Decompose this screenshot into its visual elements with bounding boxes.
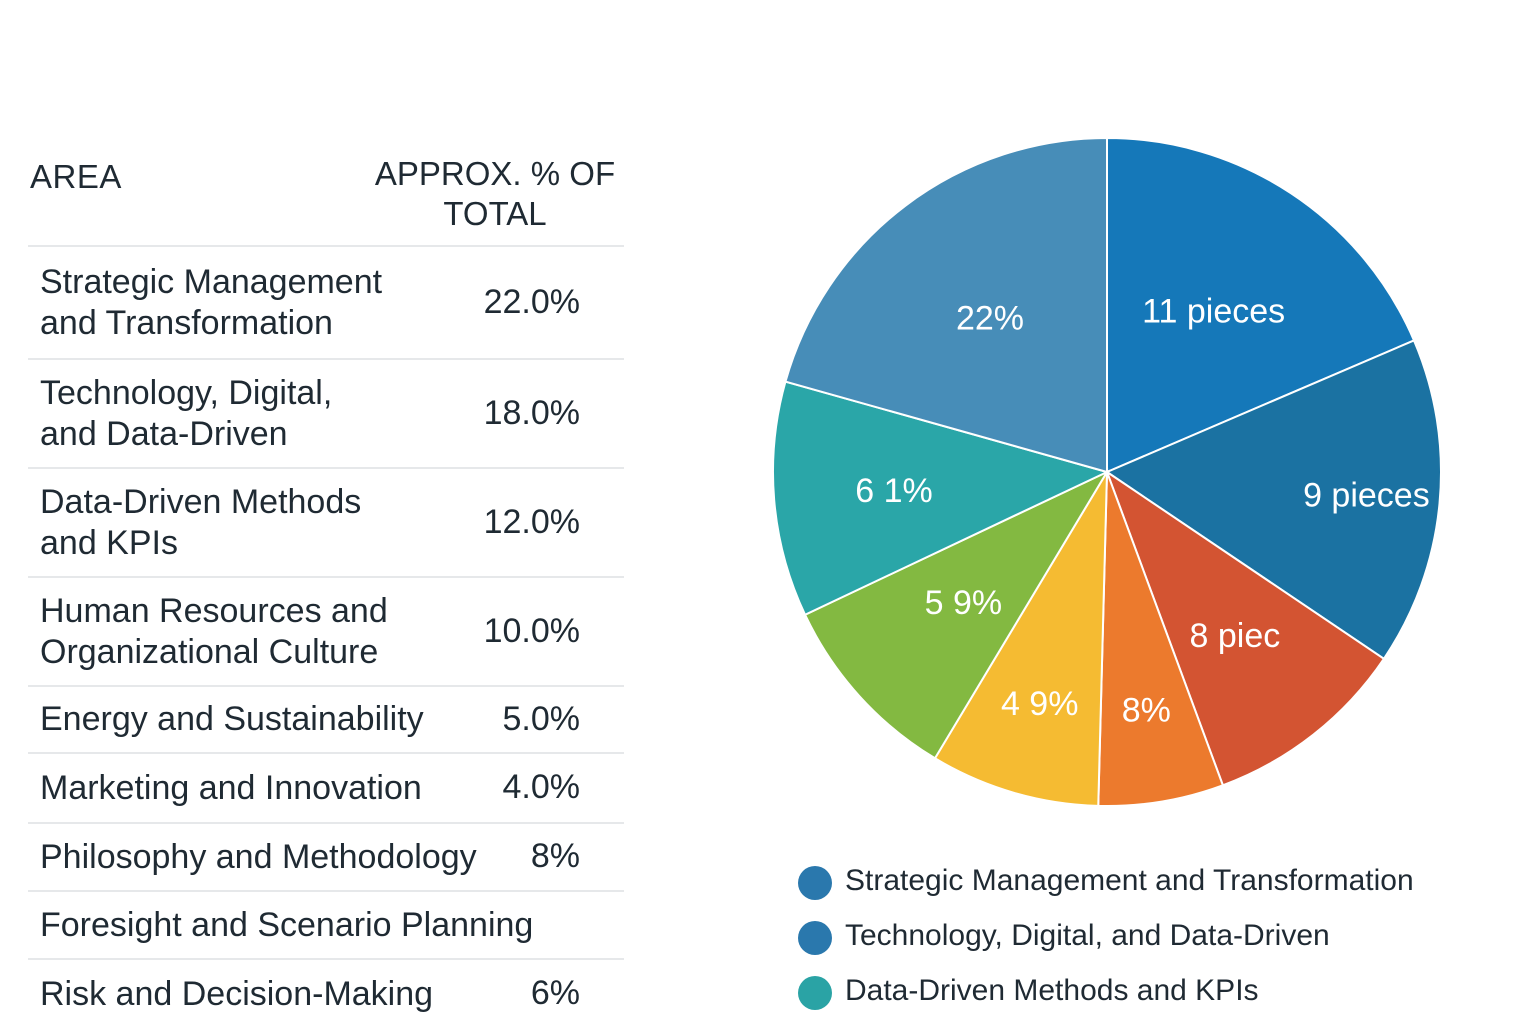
slice-label: 9 pieces	[1303, 477, 1430, 515]
row-area-line1: Strategic Management	[40, 262, 383, 301]
table-row: Human Resources and Organizational Cultur…	[28, 578, 624, 687]
legend-swatch-icon	[798, 976, 832, 1010]
row-area-line1: Philosophy and Methodology	[40, 837, 477, 876]
table-header: AREA APPROX. % OF TOTAL	[28, 150, 624, 247]
row-area: Risk and Decision-Making	[40, 974, 433, 1015]
slice-label: 6 1%	[855, 472, 933, 510]
row-area-line1: Foresight and Scenario Planning	[40, 905, 534, 944]
legend-label: Strategic Management and Transformation	[845, 864, 1414, 897]
slice-label: 8%	[1122, 691, 1171, 729]
slice-label: 22%	[956, 300, 1024, 338]
header-percent-line1: APPROX. % OF	[374, 155, 616, 192]
row-area: Marketing and Innovation	[40, 768, 422, 809]
pie-slice	[772, 380, 1110, 617]
pie-slice	[1104, 339, 1442, 661]
pie-slice	[1106, 136, 1416, 474]
row-percent: 18.0%	[483, 393, 580, 432]
table-row: Risk and Decision-Making 6%	[28, 960, 624, 1028]
legend-label: Technology, Digital, and Data-Driven	[845, 919, 1330, 952]
slice-label: 11 pieces	[1142, 292, 1285, 330]
legend-label: Data-Driven Methods and KPIs	[845, 974, 1259, 1007]
row-area-line1: Risk and Decision-Making	[40, 974, 434, 1013]
row-area: Energy and Sustainability	[40, 699, 424, 740]
row-area: Technology, Digital, and Data-Driven	[40, 373, 332, 455]
row-percent: 22.0%	[483, 282, 580, 321]
legend-swatch-icon	[798, 921, 832, 955]
table-row: Foresight and Scenario Planning	[28, 892, 624, 960]
table-row: Technology, Digital, and Data-Driven 18.0%	[28, 360, 624, 469]
row-area: Human Resources and Organizational Cultur…	[40, 591, 388, 673]
row-area-line2: and Data-Driven	[40, 414, 288, 453]
pie-slice	[784, 136, 1108, 474]
row-area-line2: Organizational Culture	[40, 632, 379, 671]
table-row: Strategic Management and Transformation 22…	[28, 247, 624, 360]
pie-slice	[1104, 469, 1386, 787]
row-percent: 5.0%	[502, 699, 581, 738]
row-percent: 8%	[530, 837, 580, 875]
row-area: Strategic Management and Transformation	[40, 262, 382, 344]
allocation-table: AREA APPROX. % OF TOTAL Strategic Manage…	[28, 150, 624, 1028]
row-percent: 10.0%	[483, 611, 580, 650]
slice-label: 5 9%	[925, 584, 1003, 622]
row-area-line1: Data-Driven Methods	[40, 482, 362, 521]
header-area: AREA	[30, 158, 122, 195]
row-area-line1: Human Resources and	[40, 591, 388, 630]
row-area-line1: Technology, Digital,	[40, 373, 333, 412]
table-row: Philosophy and Methodology 8%	[28, 824, 624, 892]
row-area: Foresight and Scenario Planning	[40, 905, 533, 946]
row-area: Data-Driven Methods and KPIs	[40, 482, 361, 564]
pie-slice	[803, 469, 1110, 760]
pie-slice	[933, 468, 1109, 807]
row-area-line1: Energy and Sustainability	[40, 700, 424, 738]
pie-slice	[1097, 471, 1225, 807]
table-row: Energy and Sustainability 5.0%	[28, 687, 624, 754]
table-body: Strategic Management and Transformation 22…	[28, 247, 624, 1028]
legend-swatch-icon	[798, 866, 832, 900]
header-percent: APPROX. % OF TOTAL	[370, 154, 620, 234]
header-percent-line2: TOTAL	[443, 195, 547, 232]
table-row: Data-Driven Methods and KPIs 12.0%	[28, 469, 624, 578]
row-area-line2: and Transformation	[40, 303, 333, 342]
slice-label: 8 piec	[1190, 617, 1281, 655]
row-percent: 4.0%	[502, 768, 581, 806]
row-area-line1: Marketing and Innovation	[40, 768, 422, 807]
slice-label: 4 9%	[1001, 685, 1079, 723]
row-area-line2: and KPIs	[40, 523, 178, 562]
row-percent: 12.0%	[483, 502, 580, 541]
table-row: Marketing and Innovation 4.0%	[28, 754, 624, 824]
row-area: Philosophy and Methodology	[40, 837, 477, 878]
row-percent: 6%	[530, 974, 580, 1012]
